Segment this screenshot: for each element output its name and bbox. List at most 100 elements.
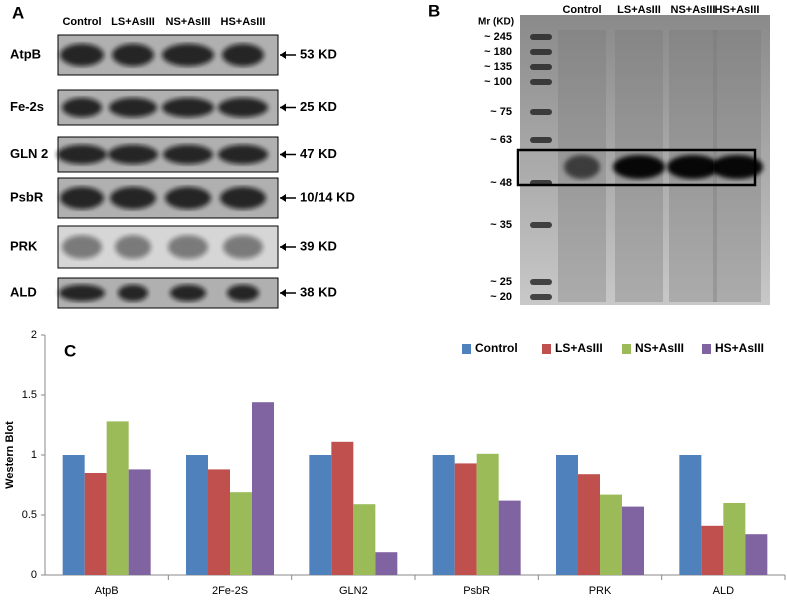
arrow-head (280, 243, 286, 251)
bar (128, 469, 151, 575)
panel-label: A (12, 3, 24, 22)
bar (208, 469, 230, 575)
blot-band (118, 284, 148, 302)
blot-band (57, 144, 107, 165)
legend-swatch (462, 344, 471, 354)
blot-band (60, 43, 104, 67)
bar (432, 455, 455, 575)
marker-label: ~ 245 (484, 31, 512, 43)
legend-label: NS+AsIII (635, 341, 684, 355)
bar (701, 525, 724, 575)
ladder-band (530, 34, 552, 40)
blot-band (60, 186, 104, 210)
row-label: ALD (10, 284, 37, 299)
blot-band (564, 155, 600, 179)
size-label: 38 KD (300, 284, 337, 299)
lane-header: NS+AsIII (671, 4, 716, 16)
x-tick-label: AtpB (95, 585, 119, 597)
bar (84, 473, 107, 575)
y-tick-label: 0 (31, 569, 37, 581)
legend-swatch (542, 344, 551, 354)
blot-band (115, 235, 151, 259)
bar (745, 534, 768, 575)
bar (353, 504, 376, 575)
blot-band (108, 144, 158, 165)
blot-band (218, 97, 268, 118)
bar (331, 441, 354, 575)
bar (186, 455, 208, 575)
size-label: 39 KD (300, 238, 337, 253)
lane-header: HS+AsIII (715, 4, 760, 16)
blot-band (110, 186, 156, 210)
row-label: Fe-2s (10, 99, 44, 114)
arrow-head (280, 51, 286, 59)
lane-header: NS+AsIII (166, 16, 211, 28)
ladder-band (530, 137, 552, 143)
bar (600, 494, 622, 575)
blot-band (667, 155, 719, 179)
blot-band (162, 97, 214, 118)
x-tick-label: GLN2 (339, 585, 368, 597)
bar (622, 506, 644, 575)
bar (252, 402, 274, 575)
blot-band (170, 284, 206, 302)
bar (578, 474, 600, 575)
ladder-band (530, 222, 552, 228)
blot-band (163, 144, 213, 165)
legend-swatch (702, 344, 711, 354)
marker-label: ~ 75 (490, 106, 512, 118)
blot-band (109, 97, 157, 118)
panel-label: C (64, 341, 76, 360)
lane-header: Control (62, 16, 101, 28)
lane-header: LS+AsIII (111, 16, 155, 28)
legend-swatch (622, 344, 631, 354)
blot-band (613, 155, 665, 179)
blot-band (62, 97, 102, 118)
blot-band (222, 43, 264, 67)
ladder-band (530, 79, 552, 85)
bar (230, 492, 252, 575)
legend-label: Control (475, 341, 518, 355)
blot-band (62, 235, 102, 259)
x-tick-label: 2Fe-2S (212, 585, 248, 597)
blot-band (112, 43, 154, 67)
marker-label: ~ 48 (490, 177, 512, 189)
arrow-head (280, 103, 286, 112)
marker-label: ~ 20 (490, 291, 512, 303)
blot-band (59, 284, 105, 302)
y-tick-label: 1 (31, 449, 37, 461)
row-label: PsbR (10, 189, 44, 204)
row-label: PRK (10, 238, 38, 253)
legend-label: LS+AsIII (555, 341, 603, 355)
ladder-band (530, 64, 552, 70)
mr-title: Mr (KD) (478, 17, 514, 28)
bar (375, 552, 398, 575)
row-label: GLN 2 (10, 146, 48, 161)
blot-band (218, 144, 268, 165)
blot-band (711, 155, 763, 179)
blot-band (220, 186, 266, 210)
panel-label: B (428, 1, 440, 20)
y-tick-label: 1.5 (22, 389, 37, 401)
legend-label: HS+AsIII (715, 341, 764, 355)
bar (498, 500, 521, 575)
ladder-band (530, 279, 552, 285)
ladder-band (530, 49, 552, 55)
arrow-head (280, 289, 286, 297)
blot-band (227, 284, 259, 302)
bar (106, 421, 129, 575)
size-label: 53 KD (300, 46, 337, 61)
bar (679, 455, 702, 575)
marker-label: ~ 100 (484, 76, 512, 88)
y-tick-label: 0.5 (22, 509, 37, 521)
marker-label: ~ 135 (484, 61, 512, 73)
bar (723, 503, 746, 575)
row-label: AtpB (10, 46, 41, 61)
marker-label: ~ 25 (490, 276, 512, 288)
lane-header: Control (562, 4, 601, 16)
bar (309, 455, 332, 575)
ladder-band (530, 294, 552, 300)
bar (454, 463, 477, 575)
lane-header: LS+AsIII (617, 4, 661, 16)
